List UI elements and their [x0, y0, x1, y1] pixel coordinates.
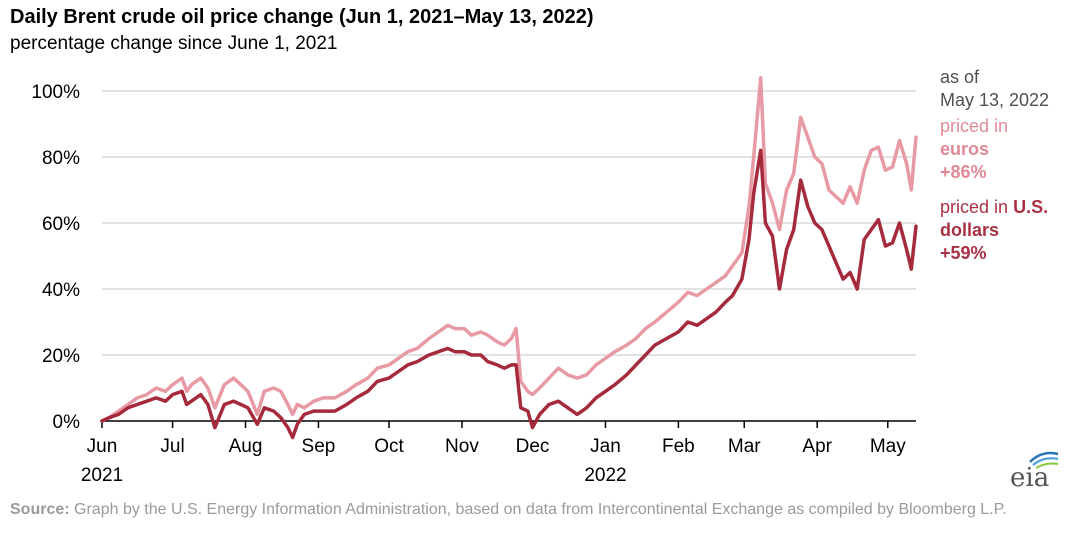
x-tick-label: Jul: [160, 436, 184, 457]
series-line-euros: [100, 76, 918, 423]
source-note: Source: Graph by the U.S. Energy Informa…: [10, 500, 1070, 520]
y-tick-label: 0%: [53, 412, 81, 433]
legend-euros-label: priced in: [940, 116, 1009, 136]
legend-as-of-label: as of: [940, 67, 980, 87]
x-tick-label: Aug: [229, 436, 263, 457]
legend-euros-value: +86%: [940, 162, 987, 182]
source-text: Graph by the U.S. Energy Information Adm…: [74, 501, 1007, 518]
source-label: Source:: [10, 501, 70, 518]
chart-subtitle: percentage change since June 1, 2021: [10, 33, 338, 54]
legend-dollars-label-line: priced in U.S.: [940, 196, 1048, 219]
x-tick-label: Sep: [302, 436, 336, 457]
x-tick-label: Mar: [728, 436, 761, 457]
legend-dollars-currency: dollars: [940, 220, 1000, 240]
x-tick-label: Dec: [516, 436, 550, 457]
eia-logo-text: eia: [1010, 463, 1049, 490]
legend-dollars: priced in U.S. dollars +59%: [940, 196, 1048, 265]
x-tick-label: May: [870, 436, 906, 457]
legend-dollars-value: +59%: [940, 243, 987, 263]
y-tick-label: 40%: [42, 280, 80, 301]
x-tick-label: Feb: [662, 436, 695, 457]
legend-as-of-date: May 13, 2022: [940, 90, 1050, 110]
x-tick-year-label: 2022: [584, 465, 626, 486]
x-tick-label: Jan: [590, 436, 621, 457]
x-tick-label: Oct: [374, 436, 404, 457]
legend-euros-currency: euros: [940, 139, 990, 159]
legend-dollars-label: priced in: [940, 197, 1009, 217]
x-tick-label: Apr: [802, 436, 832, 457]
x-tick-year-label: 2021: [81, 465, 123, 486]
series-lines: [100, 76, 918, 440]
grid-lines: [102, 90, 916, 422]
x-tick-label: Nov: [445, 436, 479, 457]
series-line-dollars: [100, 148, 918, 440]
x-axis-ticks: Jun 2021 Jul Aug Sep Oct Nov Dec Jan 2022 Feb Mar Ap…: [81, 421, 906, 486]
legend-date: as of May 13, 2022: [940, 66, 1049, 112]
legend-dollars-currency-us: U.S.: [1013, 197, 1049, 217]
y-tick-label: 20%: [42, 346, 80, 367]
line-chart: 0% 20% 40% 60% 80% 100% Jun 2021 Jul Aug Sep Oct No…: [31, 76, 918, 486]
x-tick-label: Jun: [87, 436, 118, 457]
y-tick-label: 60%: [42, 214, 80, 235]
chart-title: Daily Brent crude oil price change (Jun …: [10, 6, 594, 28]
y-tick-label: 100%: [31, 82, 80, 103]
y-axis-ticks: 0% 20% 40% 60% 80% 100%: [31, 82, 80, 433]
eia-logo: eia: [1010, 451, 1059, 490]
y-tick-label: 80%: [42, 148, 80, 169]
legend-euros: priced in euros +86%: [940, 115, 1008, 184]
